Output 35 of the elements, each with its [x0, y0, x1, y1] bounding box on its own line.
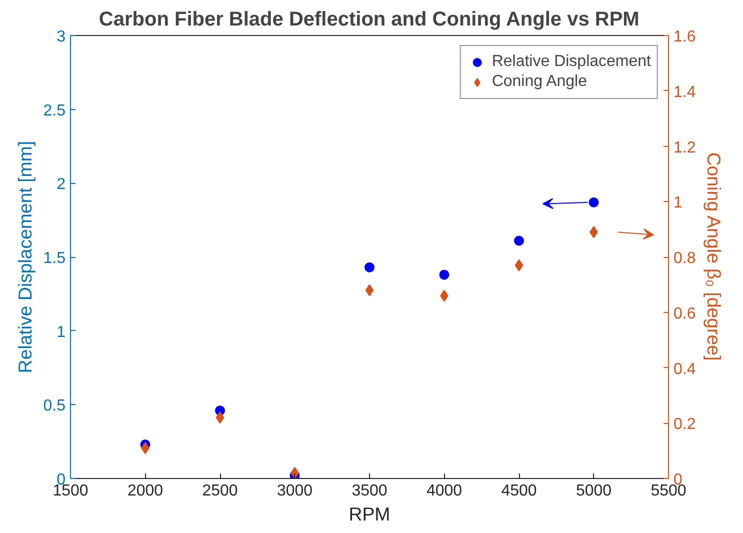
- chart-title: Carbon Fiber Blade Deflection and Coning Angle vs RPM: [98, 8, 640, 30]
- x-tick-label: 3500: [352, 482, 388, 500]
- y2-tick-label: 0.6: [674, 305, 696, 322]
- y-tick-label: 3: [56, 28, 66, 46]
- y2-tick-label: 1.2: [674, 139, 696, 156]
- point: [364, 262, 374, 272]
- x-axis-title: RPM: [348, 504, 390, 524]
- y-tick-label: 1.5: [43, 250, 66, 267]
- x-tick-label: 2000: [127, 482, 164, 500]
- y2-tick-label: 0.8: [674, 250, 696, 267]
- x-tick-label: 5000: [576, 482, 612, 500]
- x-tick-label: 2500: [202, 482, 238, 500]
- legend-label: Coning Angle: [492, 73, 587, 91]
- x-tick-label: 4500: [501, 482, 537, 500]
- y2-tick-label: 0.4: [674, 360, 696, 378]
- y2-axis-title: Coning Angle β₀ [degree]: [704, 152, 725, 361]
- point: [216, 412, 224, 424]
- y2-tick-label: 1: [674, 194, 682, 212]
- legend-label: Relative Displacement: [492, 53, 651, 71]
- y-tick-label: 1: [56, 324, 66, 341]
- point: [588, 197, 599, 208]
- point: [290, 466, 299, 478]
- point: [514, 236, 524, 246]
- y-axis-title: Relative Displacement [mm]: [14, 140, 36, 374]
- y2-tick-label: 1.4: [674, 84, 696, 101]
- y-tick-label: 2: [56, 176, 66, 194]
- x-tick-label: 3000: [276, 482, 313, 500]
- point: [439, 270, 450, 280]
- y2-tick-label: 1.6: [674, 28, 696, 46]
- y-tick-label: 2.5: [43, 102, 66, 120]
- point: [514, 259, 524, 272]
- x-tick-label: 4000: [426, 482, 462, 500]
- y2-tick-label: 0.2: [674, 416, 696, 434]
- point: [365, 284, 374, 296]
- y-tick-label: 0.5: [43, 398, 66, 415]
